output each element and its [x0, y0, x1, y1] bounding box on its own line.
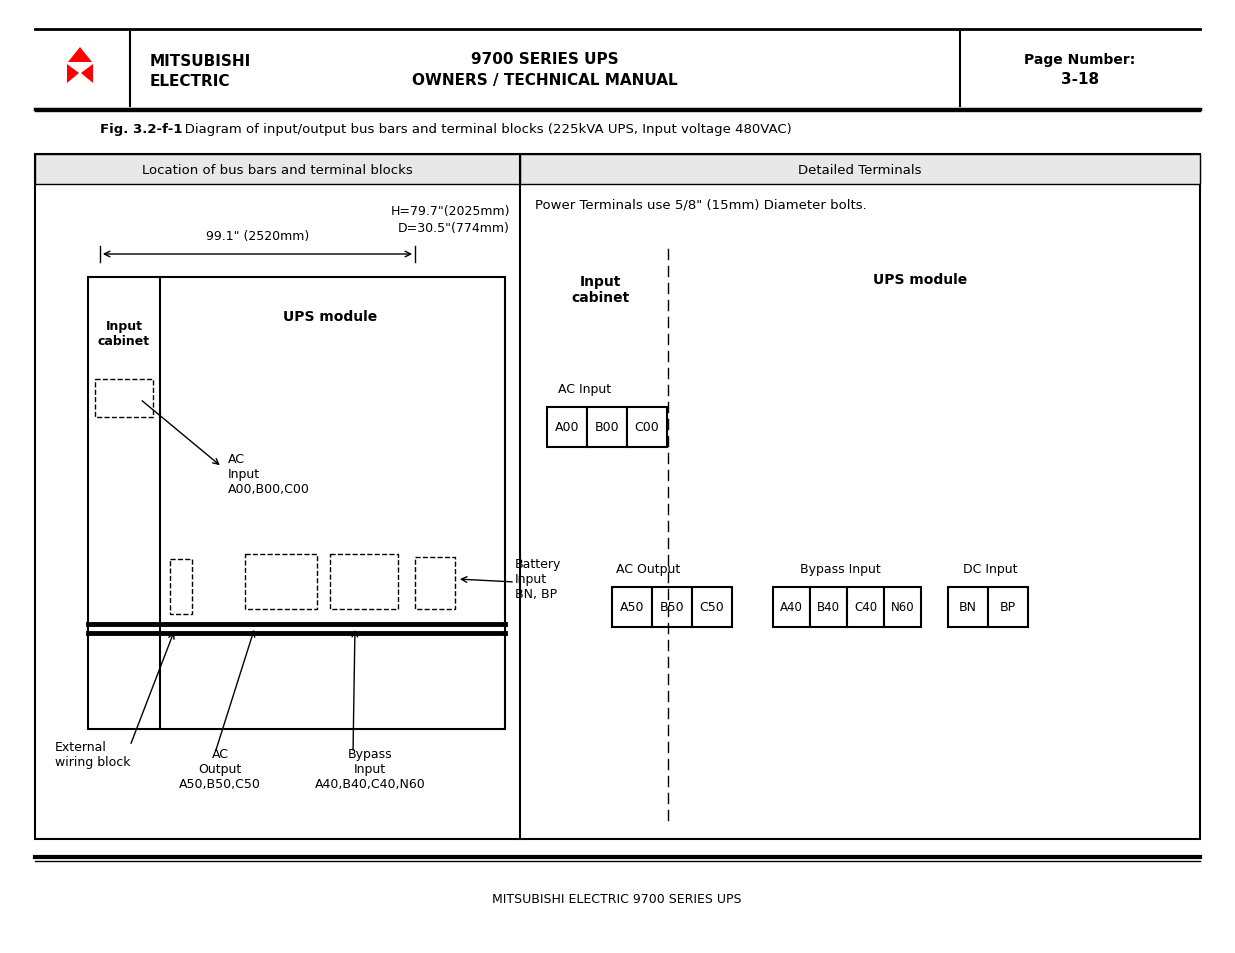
Text: C00: C00 [635, 421, 659, 434]
Bar [330, 555, 398, 609]
Bar [773, 587, 810, 627]
Bar [810, 587, 847, 627]
Text: Location of bus bars and terminal blocks: Location of bus bars and terminal blocks [142, 163, 412, 176]
Text: Diagram of input/output bus bars and terminal blocks (225kVA UPS, Input voltage : Diagram of input/output bus bars and ter… [172, 123, 792, 136]
Text: A50: A50 [620, 601, 645, 614]
Text: Bypass
Input
A40,B40,C40,N60: Bypass Input A40,B40,C40,N60 [315, 748, 425, 791]
Text: Input
cabinet: Input cabinet [571, 274, 629, 305]
Text: C40: C40 [853, 601, 877, 614]
Text: UPS module: UPS module [873, 273, 967, 287]
Text: N60: N60 [890, 601, 914, 614]
Polygon shape [82, 65, 93, 84]
Bar [415, 558, 454, 609]
Text: Bypass Input: Bypass Input [799, 563, 881, 576]
Bar [652, 587, 692, 627]
Text: C50: C50 [699, 601, 725, 614]
Bar [95, 379, 153, 417]
Text: Input
cabinet: Input cabinet [98, 319, 151, 348]
Bar [988, 587, 1028, 627]
Text: BP: BP [1000, 601, 1016, 614]
Bar [613, 587, 652, 627]
Text: AC
Output
A50,B50,C50: AC Output A50,B50,C50 [179, 748, 261, 791]
Text: AC
Input
A00,B00,C00: AC Input A00,B00,C00 [228, 453, 310, 496]
Text: B40: B40 [818, 601, 840, 614]
Text: UPS module: UPS module [283, 310, 377, 324]
Text: OWNERS / TECHNICAL MANUAL: OWNERS / TECHNICAL MANUAL [412, 72, 678, 88]
Bar [88, 277, 505, 729]
Bar [547, 408, 587, 448]
Text: 3-18: 3-18 [1061, 72, 1099, 88]
Bar [35, 154, 1200, 840]
Bar [692, 587, 732, 627]
Text: MITSUBISHI: MITSUBISHI [149, 54, 251, 70]
Text: Page Number:: Page Number: [1024, 53, 1136, 67]
Bar [847, 587, 884, 627]
Bar [35, 154, 520, 185]
Text: Fig. 3.2-f-1: Fig. 3.2-f-1 [100, 123, 183, 136]
Text: ELECTRIC: ELECTRIC [149, 74, 231, 90]
Text: A00: A00 [555, 421, 579, 434]
Text: External
wiring block: External wiring block [56, 740, 131, 768]
Text: MITSUBISHI ELECTRIC 9700 SERIES UPS: MITSUBISHI ELECTRIC 9700 SERIES UPS [493, 893, 742, 905]
Polygon shape [68, 48, 91, 63]
Text: Power Terminals use 5/8" (15mm) Diameter bolts.: Power Terminals use 5/8" (15mm) Diameter… [535, 198, 867, 212]
Text: BN: BN [960, 601, 977, 614]
Text: AC Input: AC Input [558, 383, 611, 396]
Bar [170, 559, 191, 615]
Bar [884, 587, 921, 627]
Bar [948, 587, 988, 627]
Text: 99.1" (2520mm): 99.1" (2520mm) [206, 230, 309, 243]
Text: D=30.5"(774mm): D=30.5"(774mm) [398, 222, 510, 234]
Text: 9700 SERIES UPS: 9700 SERIES UPS [472, 52, 619, 68]
Bar [627, 408, 667, 448]
Bar [520, 154, 1200, 185]
Text: Battery
Input
BN, BP: Battery Input BN, BP [515, 558, 562, 601]
Text: DC Input: DC Input [963, 563, 1018, 576]
Text: H=79.7"(2025mm): H=79.7"(2025mm) [390, 205, 510, 218]
Text: AC Output: AC Output [616, 563, 680, 576]
Text: B00: B00 [595, 421, 619, 434]
Bar [245, 555, 317, 609]
Text: Detailed Terminals: Detailed Terminals [798, 163, 921, 176]
Text: B50: B50 [659, 601, 684, 614]
Bar [587, 408, 627, 448]
Text: A40: A40 [781, 601, 803, 614]
Polygon shape [67, 65, 79, 84]
